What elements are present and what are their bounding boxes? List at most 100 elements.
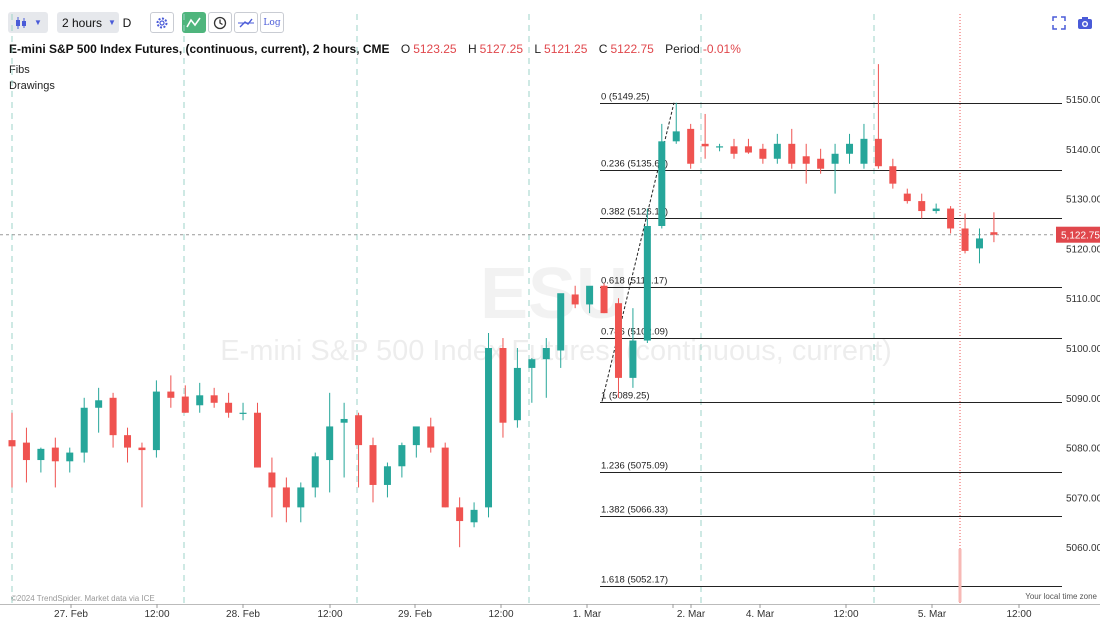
- candle-body[interactable]: [152, 391, 160, 451]
- candle-body[interactable]: [340, 418, 348, 423]
- candle-body[interactable]: [831, 153, 839, 164]
- candle-body[interactable]: [903, 193, 911, 202]
- candle-body[interactable]: [326, 426, 334, 461]
- candle-body[interactable]: [716, 146, 724, 148]
- candle-body[interactable]: [427, 426, 435, 448]
- instrument-title: E-mini S&P 500 Index Futures, (continuou…: [9, 42, 390, 56]
- candle-body[interactable]: [253, 412, 261, 468]
- candle-body[interactable]: [874, 138, 882, 167]
- candle-body[interactable]: [932, 208, 940, 212]
- fib-level-label: 0.382 (5126.13): [601, 207, 668, 218]
- candle-body[interactable]: [109, 397, 117, 436]
- candle-body[interactable]: [889, 166, 897, 184]
- settings-button[interactable]: [150, 12, 174, 33]
- x-axis-tick-label: 4. Mar: [746, 609, 775, 620]
- attribution: ©2024 TrendSpider. Market data via ICE: [11, 594, 155, 603]
- timezone-label: Your local time zone: [1025, 592, 1097, 601]
- time-button[interactable]: [208, 12, 232, 33]
- candle-body[interactable]: [846, 143, 854, 154]
- candle-body[interactable]: [701, 143, 709, 147]
- drawings-panel-label[interactable]: Drawings: [9, 80, 55, 92]
- candle-body[interactable]: [542, 348, 550, 360]
- candle-body[interactable]: [773, 143, 781, 159]
- candle-body[interactable]: [282, 487, 290, 508]
- fib-level-label: 1 (5089.25): [601, 391, 650, 402]
- candle-body[interactable]: [311, 456, 319, 488]
- low-value: 5121.25: [544, 42, 588, 56]
- fibs-panel-label[interactable]: Fibs: [9, 64, 30, 76]
- candle-body[interactable]: [66, 452, 74, 462]
- candle-body[interactable]: [860, 138, 868, 164]
- chart-type-button[interactable]: ▼: [8, 12, 48, 33]
- fullscreen-button[interactable]: [1052, 16, 1066, 35]
- candle-body[interactable]: [51, 447, 59, 462]
- candle-body[interactable]: [383, 466, 391, 485]
- x-axis-tick-label: 27. Feb: [54, 609, 88, 620]
- close-label: C: [598, 42, 608, 56]
- candle-body[interactable]: [513, 367, 521, 421]
- chevron-down-icon: ▼: [34, 18, 42, 27]
- x-axis-tick-label: 12:00: [144, 609, 169, 620]
- candle-body[interactable]: [975, 238, 983, 249]
- candle-body[interactable]: [485, 348, 493, 508]
- candle-body[interactable]: [181, 396, 189, 413]
- candle-body[interactable]: [268, 472, 276, 488]
- candle-body[interactable]: [369, 445, 377, 485]
- candle-body[interactable]: [124, 435, 132, 448]
- candle-body[interactable]: [817, 158, 825, 169]
- candle-body[interactable]: [658, 141, 666, 226]
- candle-body[interactable]: [571, 294, 579, 305]
- candle-body[interactable]: [138, 447, 146, 451]
- candle-body[interactable]: [37, 448, 45, 461]
- candle-body[interactable]: [629, 340, 637, 378]
- candle-body[interactable]: [499, 348, 507, 423]
- candle-body[interactable]: [167, 391, 175, 398]
- candle-body[interactable]: [456, 507, 464, 522]
- candle-body[interactable]: [557, 293, 565, 351]
- candle-body[interactable]: [210, 395, 218, 403]
- daily-button[interactable]: D: [120, 12, 134, 33]
- candle-body[interactable]: [398, 445, 406, 467]
- candle-body[interactable]: [961, 228, 969, 251]
- candle-body[interactable]: [918, 201, 926, 212]
- candle-body[interactable]: [470, 509, 478, 523]
- candle-body[interactable]: [614, 303, 622, 378]
- candle-body[interactable]: [95, 400, 103, 408]
- candle-body[interactable]: [802, 156, 810, 164]
- y-axis-tick-label: 5150.00: [1066, 95, 1100, 106]
- candle-body[interactable]: [947, 208, 955, 229]
- candle-body[interactable]: [759, 148, 767, 159]
- candle-body[interactable]: [643, 225, 651, 341]
- candle-body[interactable]: [80, 407, 88, 453]
- candle-body[interactable]: [239, 412, 247, 414]
- candle-body[interactable]: [730, 146, 738, 154]
- candle-body[interactable]: [600, 285, 608, 314]
- candle-body[interactable]: [297, 487, 305, 508]
- candle-body[interactable]: [196, 395, 204, 406]
- y-axis-tick-label: 5060.00: [1066, 543, 1100, 554]
- candle-body[interactable]: [8, 440, 16, 447]
- log-scale-button[interactable]: Log: [260, 12, 284, 33]
- screenshot-button[interactable]: [1077, 16, 1093, 35]
- indicator-toggle-button[interactable]: [182, 12, 206, 33]
- candle-body[interactable]: [22, 442, 30, 461]
- candle-body[interactable]: [788, 143, 796, 164]
- drawing-tool-button[interactable]: [234, 12, 258, 33]
- candle-body[interactable]: [687, 128, 695, 164]
- candle-body[interactable]: [990, 232, 998, 235]
- candle-body[interactable]: [225, 402, 233, 413]
- y-axis-tick-label: 5070.00: [1066, 493, 1100, 504]
- x-axis-tick-label: 12:00: [833, 609, 858, 620]
- y-axis-tick-label: 5110.00: [1066, 294, 1100, 305]
- candle-body[interactable]: [672, 131, 680, 142]
- candle-body[interactable]: [528, 359, 536, 368]
- x-axis-tick-label: 12:00: [317, 609, 342, 620]
- candle-body[interactable]: [744, 146, 752, 153]
- candle-body[interactable]: [586, 285, 594, 305]
- interval-dropdown[interactable]: 2 hours ▼: [57, 12, 119, 33]
- candle-body[interactable]: [355, 415, 363, 446]
- candle-body[interactable]: [441, 447, 449, 508]
- candle-body[interactable]: [412, 426, 420, 446]
